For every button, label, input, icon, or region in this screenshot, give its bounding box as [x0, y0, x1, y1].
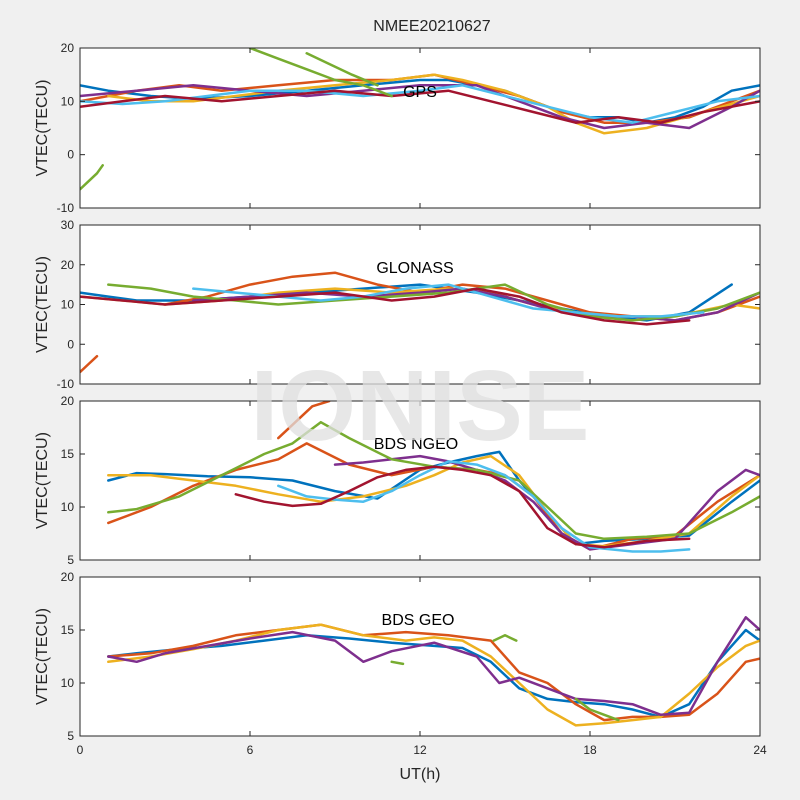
series-line	[80, 89, 760, 124]
panel-label: BDS NGEO	[374, 436, 458, 453]
series-line	[390, 660, 405, 666]
series-line	[333, 454, 760, 551]
y-axis-label: VTEC(TECU)	[34, 80, 51, 177]
y-tick-label: 15	[61, 623, 75, 637]
panel-label: GPS	[403, 84, 437, 101]
series-line	[107, 623, 760, 727]
y-tick-label: -10	[57, 201, 75, 215]
series-line	[107, 283, 760, 322]
series-line	[80, 287, 691, 326]
y-tick-label: 15	[61, 447, 75, 461]
series-group	[80, 271, 760, 374]
panel-3: 5 10 15 20 0 6 12 18 24 VTEC(TECU) BDS GEO	[34, 570, 767, 757]
plot-area	[80, 577, 760, 736]
x-axis-label: UT(h)	[400, 766, 441, 783]
y-tick-label: 10	[61, 500, 75, 514]
y-tick-label: 10	[61, 94, 75, 108]
panels: -10 0 10 20 VTEC(TECU) GPS -10 0 10 20 30 VTEC(TECU…	[34, 41, 767, 757]
series-line	[234, 465, 691, 549]
y-tick-label: 0	[67, 337, 74, 351]
x-tick-label: 18	[583, 743, 597, 757]
y-tick-label: 5	[67, 729, 74, 743]
x-tick-label: 0	[77, 743, 84, 757]
series-line	[80, 283, 733, 322]
series-line	[107, 616, 760, 717]
y-tick-label: -10	[57, 377, 75, 391]
y-tick-label: 30	[61, 218, 75, 232]
y-axis-label: VTEC(TECU)	[34, 256, 51, 353]
series-line	[277, 460, 691, 553]
series-line	[80, 84, 760, 130]
panel-1: -10 0 10 20 30 VTEC(TECU) GLONASS	[34, 218, 761, 391]
series-line	[107, 623, 760, 722]
y-tick-label: 10	[61, 676, 75, 690]
plot-area	[80, 225, 760, 384]
y-tick-label: 0	[67, 148, 74, 162]
y-tick-label: 20	[61, 570, 75, 584]
y-tick-label: 10	[61, 298, 75, 312]
series-group	[107, 616, 760, 727]
y-tick-label: 20	[61, 41, 75, 55]
x-tick-label: 24	[753, 743, 767, 757]
watermark-text: IONISE	[251, 350, 590, 462]
series-group	[80, 48, 760, 191]
series-line	[107, 73, 760, 135]
x-tick-label: 12	[413, 743, 427, 757]
series-line	[305, 52, 379, 87]
series-line	[248, 48, 393, 98]
panel-label: BDS GEO	[382, 612, 455, 629]
series-line	[80, 164, 104, 191]
series-line	[192, 287, 760, 322]
panel-label: GLONASS	[376, 260, 453, 277]
y-tick-label: 20	[61, 258, 75, 272]
series-line	[277, 401, 331, 440]
series-line	[107, 628, 760, 719]
y-axis-label: VTEC(TECU)	[34, 608, 51, 705]
series-line	[574, 697, 620, 722]
plot-area	[80, 48, 760, 208]
series-group	[107, 401, 760, 553]
y-axis-label: VTEC(TECU)	[34, 432, 51, 529]
panel-0: -10 0 10 20 VTEC(TECU) GPS	[34, 41, 761, 215]
series-line	[492, 634, 518, 642]
chart-title: NMEE20210627	[373, 18, 491, 35]
panel-2: 5 10 15 20 VTEC(TECU) BDS NGEO	[34, 394, 761, 567]
y-tick-label: 20	[61, 394, 75, 408]
series-line	[80, 354, 99, 374]
y-tick-label: 5	[67, 553, 74, 567]
x-tick-label: 6	[247, 743, 254, 757]
